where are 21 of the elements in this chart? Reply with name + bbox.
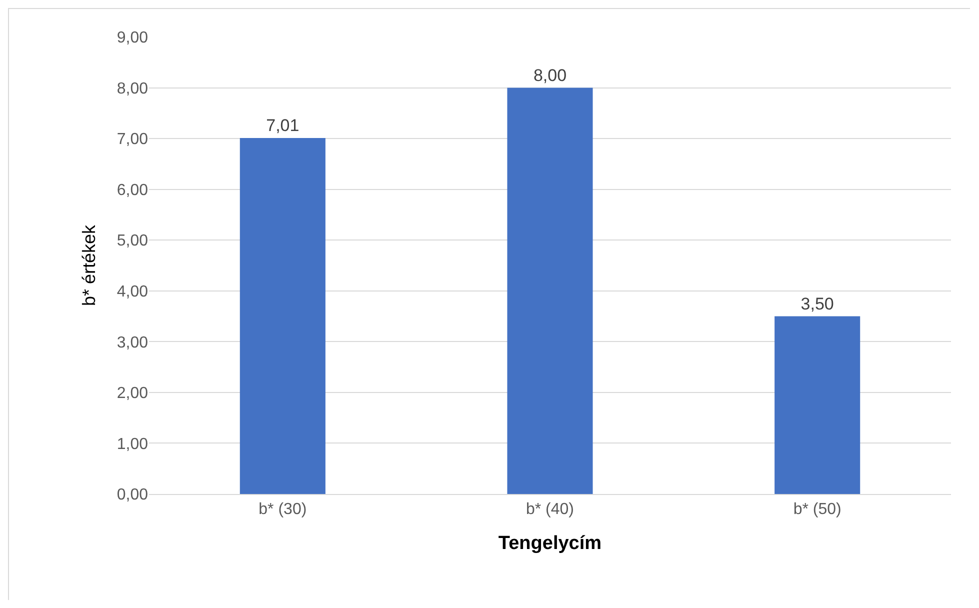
data-label: 8,00 xyxy=(533,66,567,85)
bar xyxy=(507,88,593,494)
data-label: 3,50 xyxy=(800,294,834,314)
bar xyxy=(240,138,326,494)
bar xyxy=(774,316,860,494)
y-tick-label: 5,00 xyxy=(116,232,148,250)
y-axis-title: b* értékek xyxy=(79,224,100,306)
y-tick-label: 4,00 xyxy=(116,283,148,300)
y-tick-label: 0,00 xyxy=(116,486,148,504)
y-tick-label: 1,00 xyxy=(116,436,148,453)
x-axis-title: Tengelycím xyxy=(498,533,602,554)
x-tick-label: b* (50) xyxy=(793,501,842,518)
x-tick-label: b* (30) xyxy=(258,501,307,518)
y-tick-label: 9,00 xyxy=(116,30,148,47)
data-label: 7,01 xyxy=(266,116,300,136)
x-tick-label: b* (40) xyxy=(526,501,574,518)
y-tick-label: 2,00 xyxy=(116,385,148,402)
y-tick-label: 6,00 xyxy=(116,182,148,199)
y-tick-label: 8,00 xyxy=(116,80,148,98)
y-tick-label: 3,00 xyxy=(116,334,148,352)
y-tick-label: 7,00 xyxy=(116,131,148,148)
